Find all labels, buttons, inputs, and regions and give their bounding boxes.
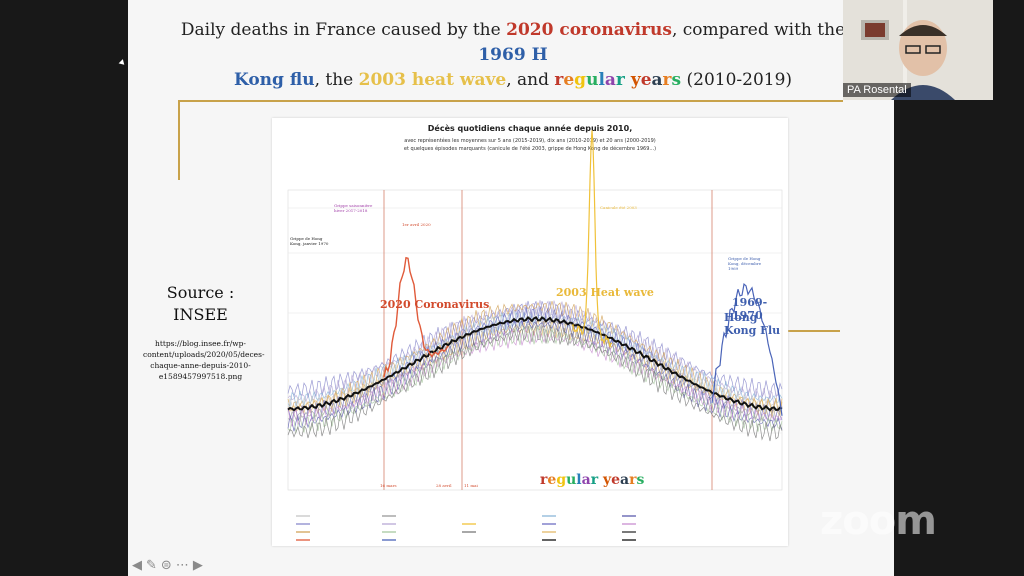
- title-part: , and: [506, 70, 555, 90]
- presentation-slide: Daily deaths in France caused by the 202…: [128, 0, 894, 576]
- annotation-covid: 2020 Coronavirus: [380, 298, 490, 311]
- participant-name: PA Rosental: [843, 83, 911, 97]
- pen-icon[interactable]: ✎: [146, 557, 157, 573]
- gold-frame-top: [178, 100, 843, 102]
- label-16-mars: 16 mars: [380, 483, 397, 488]
- annotation-hk-flu: Hong Kong Flu: [724, 311, 781, 337]
- title-part: Kong flu: [233, 70, 315, 90]
- options-icon[interactable]: ⊜: [160, 557, 172, 573]
- label-hk-dec: Grippe de Hong Kong, décembre 1969: [728, 256, 762, 271]
- label-covid-peak: 1er avril 2020: [402, 222, 431, 227]
- source-name: INSEE: [173, 305, 228, 324]
- title-part: (2010-2019): [681, 70, 793, 90]
- annotation-hk-years: 1969-1970: [732, 296, 768, 322]
- chart-subtitle-1: avec représentées les moyennes sur 5 ans…: [404, 138, 656, 144]
- gold-frame-left: [178, 100, 180, 180]
- source-url: https://blog.insee.fr/wp-content/uploads…: [143, 339, 265, 381]
- zoom-logo: zoom: [820, 498, 937, 544]
- arrow-right-icon[interactable]: ▶: [192, 557, 203, 573]
- title-part: , the: [314, 70, 359, 90]
- slide-toolbar: ◀ ✎ ⊜ ⋯ ▶: [132, 556, 203, 574]
- source-label: Source :: [166, 283, 235, 302]
- annotation-heatwave: 2003 Heat wave: [556, 286, 654, 299]
- left-black-bar: [0, 0, 128, 576]
- chart-subtitle-2: et quelques épisodes marquants (canicule…: [403, 146, 657, 152]
- title-part: , compared with the: [671, 20, 846, 40]
- slide-title: Daily deaths in France caused by the 202…: [168, 18, 858, 93]
- annotation-regular-years: regular years: [540, 472, 645, 488]
- arrow-left-icon[interactable]: ◀: [132, 557, 142, 573]
- title-part: 2020 coronavirus: [506, 20, 672, 40]
- source-block: Source : INSEE https://blog.insee.fr/wp-…: [143, 282, 265, 382]
- title-part: Daily deaths in France caused by the: [180, 20, 507, 40]
- chart-title: Décès quotidiens chaque année depuis 201…: [427, 124, 633, 133]
- more-icon[interactable]: ⋯: [175, 557, 189, 573]
- label-gripe-hk: Grippe de Hong Kong, janvier 1970: [290, 236, 329, 246]
- chart-image: Décès quotidiens chaque année depuis 201…: [272, 118, 788, 546]
- label-gripe-saisonniere: Grippe saisonnière hiver 2017-2018: [334, 203, 373, 213]
- label-canicule: Canicule été 2003: [600, 205, 637, 210]
- title-part: 1969 H: [478, 45, 548, 65]
- participant-video[interactable]: PA Rosental: [843, 0, 993, 100]
- title-part: 2003 heat wave: [358, 70, 507, 90]
- chart-plot: [287, 130, 783, 541]
- gold-frame-right: [788, 330, 840, 332]
- label-11-mai: 11 mai: [464, 483, 478, 488]
- title-part: regular years: [554, 70, 682, 90]
- label-28-avril: 28 avril: [436, 483, 452, 488]
